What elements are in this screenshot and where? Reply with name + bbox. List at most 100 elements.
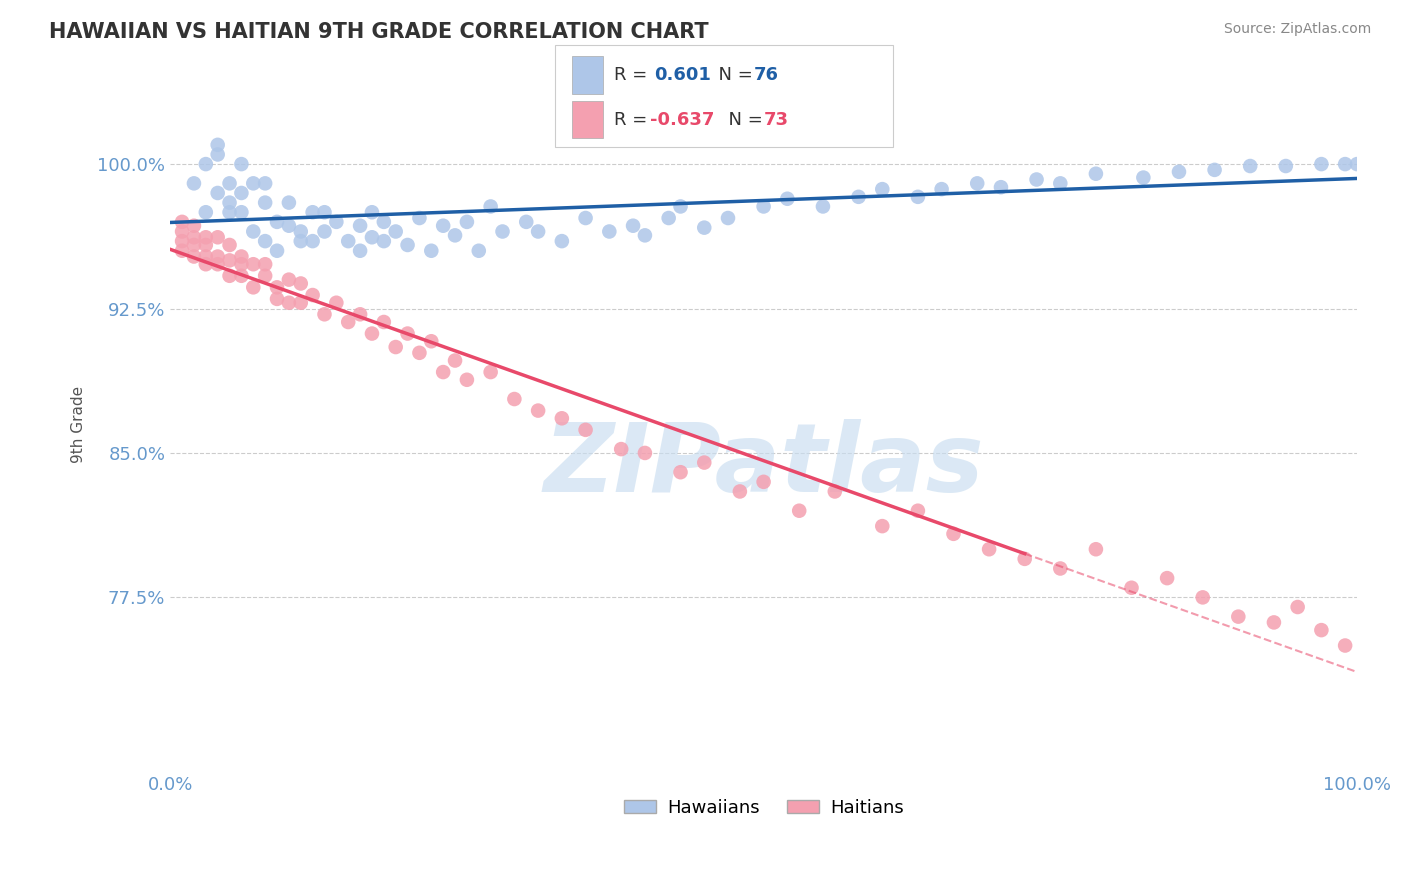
Point [373, 234, 395, 248]
Point [277, 195, 299, 210]
Point [848, 190, 870, 204]
Point [254, 177, 277, 191]
Point [907, 190, 929, 204]
Point [574, 211, 596, 225]
Y-axis label: 9th Grade: 9th Grade [72, 385, 86, 463]
Point [231, 157, 253, 171]
Point [183, 230, 205, 244]
Text: HAWAIIAN VS HAITIAN 9TH GRADE CORRELATION CHART: HAWAIIAN VS HAITIAN 9TH GRADE CORRELATIO… [49, 22, 709, 42]
Point [456, 373, 478, 387]
Point [479, 199, 502, 213]
Point [172, 234, 194, 248]
Point [1191, 591, 1213, 605]
Point [361, 326, 384, 341]
Point [1263, 615, 1285, 630]
Point [420, 244, 443, 258]
Point [207, 137, 229, 152]
Point [266, 215, 288, 229]
Point [183, 177, 205, 191]
Text: 76: 76 [754, 66, 779, 84]
Point [610, 442, 633, 456]
Point [337, 315, 360, 329]
Point [752, 199, 775, 213]
Point [872, 182, 894, 196]
Point [242, 257, 264, 271]
Point [1049, 177, 1071, 191]
Point [349, 307, 371, 321]
Point [194, 205, 217, 219]
Point [1014, 552, 1036, 566]
Point [194, 230, 217, 244]
Point [384, 225, 406, 239]
Point [1275, 159, 1298, 173]
Point [456, 215, 478, 229]
Point [183, 219, 205, 233]
Point [314, 225, 336, 239]
Point [408, 211, 430, 225]
Point [1204, 162, 1226, 177]
Point [207, 250, 229, 264]
Point [669, 199, 692, 213]
Point [254, 195, 277, 210]
Text: N =: N = [707, 66, 759, 84]
Point [787, 504, 810, 518]
Point [1132, 170, 1154, 185]
Text: R =: R = [614, 66, 659, 84]
Point [598, 225, 620, 239]
Point [290, 225, 312, 239]
Point [693, 220, 716, 235]
Point [254, 268, 277, 283]
Point [314, 205, 336, 219]
Point [1168, 165, 1191, 179]
Point [1156, 571, 1178, 585]
Point [408, 346, 430, 360]
Point [420, 334, 443, 349]
Point [277, 272, 299, 286]
Point [1227, 609, 1250, 624]
Point [1084, 167, 1107, 181]
Point [290, 295, 312, 310]
Point [527, 225, 550, 239]
Point [242, 280, 264, 294]
Point [277, 219, 299, 233]
Point [1334, 639, 1357, 653]
Point [207, 230, 229, 244]
Point [290, 277, 312, 291]
Point [669, 465, 692, 479]
Point [396, 238, 419, 252]
Point [574, 423, 596, 437]
Point [301, 234, 323, 248]
Point [468, 244, 491, 258]
Point [551, 234, 574, 248]
Point [218, 268, 240, 283]
Text: N =: N = [717, 111, 769, 128]
Point [728, 484, 751, 499]
Point [432, 365, 454, 379]
Point [361, 205, 384, 219]
Point [172, 244, 194, 258]
Point [1334, 157, 1357, 171]
Point [752, 475, 775, 489]
Point [218, 195, 240, 210]
Point [373, 315, 395, 329]
Point [634, 228, 657, 243]
Point [1310, 623, 1333, 637]
Text: -0.637: -0.637 [650, 111, 714, 128]
Point [349, 244, 371, 258]
Point [384, 340, 406, 354]
Point [658, 211, 681, 225]
Point [444, 353, 467, 368]
Point [551, 411, 574, 425]
Point [218, 205, 240, 219]
Point [990, 180, 1012, 194]
Point [254, 234, 277, 248]
Point [183, 238, 205, 252]
Point [172, 225, 194, 239]
Point [207, 186, 229, 200]
Point [231, 250, 253, 264]
Point [266, 244, 288, 258]
Point [907, 504, 929, 518]
Point [942, 526, 965, 541]
Point [231, 186, 253, 200]
Point [621, 219, 644, 233]
